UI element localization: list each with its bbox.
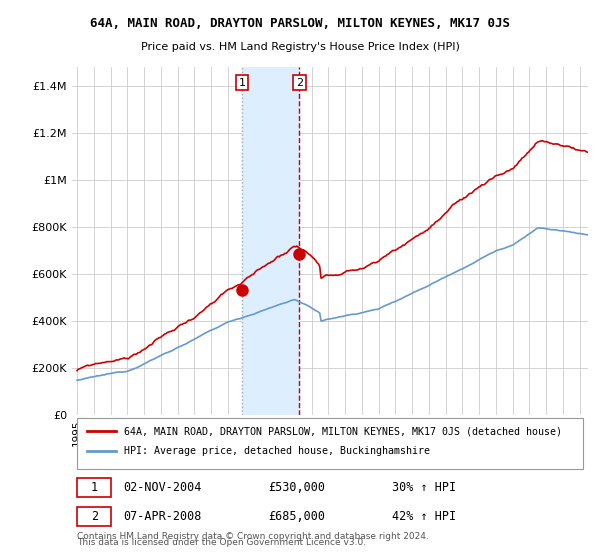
- Bar: [242, 67, 299, 415]
- Text: 64A, MAIN ROAD, DRAYTON PARSLOW, MILTON KEYNES, MK17 0JS (detached house): 64A, MAIN ROAD, DRAYTON PARSLOW, MILTON …: [124, 426, 562, 436]
- FancyBboxPatch shape: [77, 507, 110, 526]
- Text: This data is licensed under the Open Government Licence v3.0.: This data is licensed under the Open Gov…: [77, 539, 366, 548]
- Text: 02-NOV-2004: 02-NOV-2004: [124, 481, 202, 494]
- Text: 1: 1: [238, 78, 245, 87]
- Text: 42% ↑ HPI: 42% ↑ HPI: [392, 510, 456, 523]
- FancyBboxPatch shape: [77, 478, 110, 497]
- Text: 07-APR-2008: 07-APR-2008: [124, 510, 202, 523]
- Text: £530,000: £530,000: [268, 481, 325, 494]
- Text: 2: 2: [296, 78, 303, 87]
- Text: 1: 1: [91, 481, 98, 494]
- Text: 64A, MAIN ROAD, DRAYTON PARSLOW, MILTON KEYNES, MK17 0JS: 64A, MAIN ROAD, DRAYTON PARSLOW, MILTON …: [90, 17, 510, 30]
- Text: Contains HM Land Registry data © Crown copyright and database right 2024.: Contains HM Land Registry data © Crown c…: [77, 532, 429, 542]
- FancyBboxPatch shape: [77, 418, 583, 469]
- Text: Price paid vs. HM Land Registry's House Price Index (HPI): Price paid vs. HM Land Registry's House …: [140, 42, 460, 52]
- Text: 30% ↑ HPI: 30% ↑ HPI: [392, 481, 456, 494]
- Text: £685,000: £685,000: [268, 510, 325, 523]
- Text: HPI: Average price, detached house, Buckinghamshire: HPI: Average price, detached house, Buck…: [124, 446, 430, 456]
- Text: 2: 2: [91, 510, 98, 523]
